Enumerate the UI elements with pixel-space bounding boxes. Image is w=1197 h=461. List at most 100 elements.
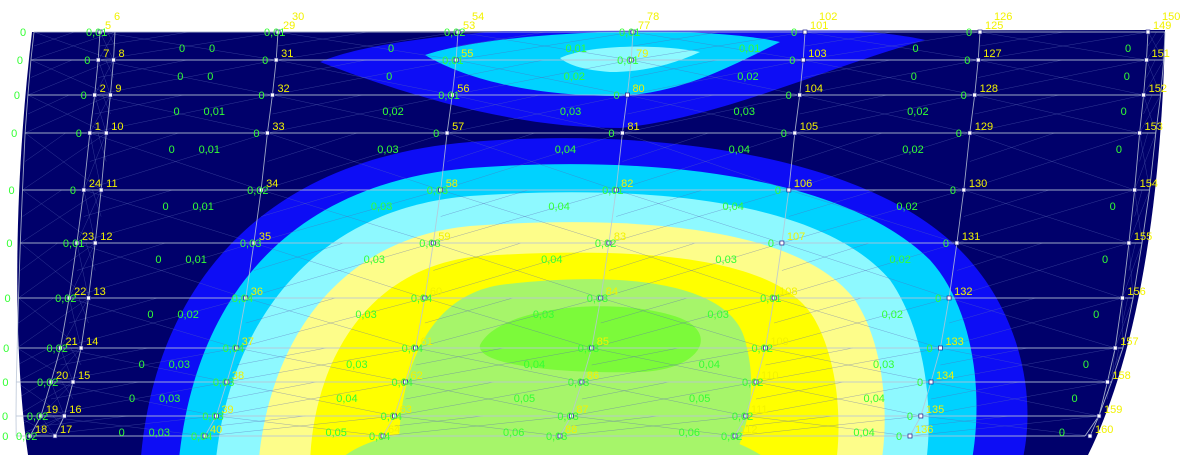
mesh-node[interactable] [1137, 130, 1142, 136]
mesh-node[interactable] [967, 130, 973, 136]
mesh-node[interactable] [1087, 433, 1093, 439]
mesh-node[interactable] [753, 379, 759, 385]
mesh-node[interactable] [975, 57, 981, 63]
mesh-node[interactable] [972, 92, 978, 98]
mesh-node[interactable] [1141, 92, 1146, 98]
mesh-node[interactable] [265, 130, 270, 136]
mesh-node[interactable] [802, 29, 808, 35]
mesh-diagonal [974, 94, 1060, 115]
stress-value-labels: 0 0 0 0 0 0 0 0 0 0 0 0 0,01 0,01 0,01 0,01 0,02 0,03 0,03… [2, 27, 1131, 443]
mesh-node[interactable] [48, 379, 54, 385]
mesh-node[interactable] [449, 92, 455, 98]
mesh-node[interactable] [928, 379, 934, 385]
mesh-node[interactable] [111, 57, 116, 63]
mesh-node[interactable] [202, 433, 208, 439]
mesh-node[interactable] [270, 92, 275, 98]
mesh-node[interactable] [273, 57, 279, 63]
mesh-diagonal [978, 31, 1149, 61]
stress-value: 0,04 [864, 393, 885, 405]
mesh-node[interactable] [1126, 240, 1132, 246]
mesh-node[interactable] [625, 92, 630, 98]
mesh-node[interactable] [918, 413, 924, 419]
mesh-node[interactable] [403, 379, 408, 385]
node-stress-value: 0,04 [191, 431, 212, 443]
mesh-node[interactable] [243, 295, 249, 301]
stress-value: 0,03 [346, 359, 367, 371]
mesh-node[interactable] [557, 433, 563, 439]
mesh-node[interactable] [771, 295, 777, 301]
mesh-node[interactable] [630, 29, 636, 35]
mesh-node[interactable] [234, 345, 240, 351]
mesh-node[interactable] [430, 240, 436, 246]
mesh-node[interactable] [275, 29, 281, 35]
mesh-node[interactable] [258, 187, 264, 193]
mesh-node[interactable] [792, 130, 798, 136]
mesh-node[interactable] [786, 187, 792, 193]
mesh-node[interactable] [58, 345, 63, 351]
mesh-node[interactable] [606, 240, 612, 246]
mesh-node[interactable] [797, 92, 803, 98]
mesh-node[interactable] [86, 295, 91, 301]
mesh-node[interactable] [961, 187, 967, 193]
mesh-node[interactable] [620, 130, 625, 136]
stress-value: 0,04 [548, 201, 569, 213]
mesh-node[interactable] [392, 413, 397, 419]
stress-value: 0,03 [364, 254, 385, 266]
mesh-node[interactable] [251, 240, 257, 246]
mesh-node[interactable] [613, 187, 619, 193]
mesh-node[interactable] [579, 379, 585, 385]
mesh-node[interactable] [87, 130, 93, 136]
mesh-node[interactable] [108, 92, 113, 98]
mesh-node[interactable] [779, 240, 785, 246]
mesh-node[interactable] [224, 379, 230, 385]
mesh-node[interactable] [1132, 187, 1137, 193]
mesh-node[interactable] [27, 433, 33, 439]
mesh-node[interactable] [380, 433, 386, 439]
mesh-node[interactable] [213, 413, 219, 419]
mesh-node[interactable] [81, 187, 87, 193]
mesh-node[interactable] [422, 295, 428, 301]
mesh-node[interactable] [907, 433, 913, 439]
mesh-node[interactable] [438, 187, 444, 193]
mesh-node[interactable] [589, 345, 595, 351]
mesh-node[interactable] [1105, 379, 1110, 385]
mesh-node[interactable] [74, 240, 80, 246]
mesh-node[interactable] [977, 29, 983, 35]
mesh-node[interactable] [66, 295, 72, 301]
mesh-node[interactable] [743, 413, 749, 419]
mesh-node[interactable] [413, 345, 418, 351]
mesh-node[interactable] [455, 29, 461, 35]
mesh-node[interactable] [92, 92, 98, 98]
mesh-node[interactable] [946, 295, 952, 301]
mesh-node[interactable] [78, 345, 84, 351]
mesh-diagonal [608, 242, 696, 271]
mesh-node[interactable] [92, 240, 98, 246]
mesh-node[interactable] [38, 413, 44, 419]
contour-band-bottom-green [330, 424, 780, 455]
mesh-node[interactable] [938, 345, 943, 351]
mesh-node[interactable] [800, 57, 806, 63]
mesh-node[interactable] [568, 413, 574, 419]
mesh-node[interactable] [97, 29, 103, 35]
mesh-node[interactable] [444, 130, 450, 136]
mesh-node[interactable] [52, 433, 58, 439]
mesh-node[interactable] [98, 187, 104, 193]
mesh-node[interactable] [763, 345, 768, 351]
mesh-node[interactable] [1120, 295, 1125, 301]
mesh-node[interactable] [954, 240, 960, 246]
mesh-node[interactable] [628, 57, 634, 63]
mesh-node[interactable] [1144, 57, 1149, 63]
mesh-node[interactable] [453, 57, 459, 63]
mesh-node[interactable] [1096, 413, 1102, 419]
mesh-node[interactable] [70, 379, 76, 385]
mesh-node[interactable] [732, 433, 738, 439]
node-stress-value: 0,04 [232, 293, 253, 305]
mesh-node[interactable] [1112, 345, 1118, 351]
mesh-node[interactable] [1145, 29, 1151, 35]
mesh-node[interactable] [103, 130, 109, 136]
mesh-node[interactable] [61, 413, 67, 419]
mesh-node[interactable] [598, 295, 604, 301]
mesh-node[interactable] [95, 57, 101, 63]
